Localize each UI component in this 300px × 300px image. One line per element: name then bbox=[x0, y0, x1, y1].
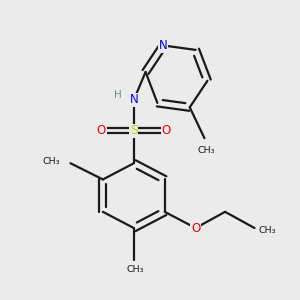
Text: CH₃: CH₃ bbox=[43, 157, 60, 166]
Text: N: N bbox=[159, 39, 168, 52]
Text: CH₃: CH₃ bbox=[127, 265, 144, 274]
Text: CH₃: CH₃ bbox=[259, 226, 276, 236]
Text: H: H bbox=[114, 90, 122, 100]
Text: N: N bbox=[129, 93, 138, 106]
Text: CH₃: CH₃ bbox=[197, 146, 215, 155]
Text: O: O bbox=[162, 124, 171, 137]
Text: O: O bbox=[97, 124, 106, 137]
Text: S: S bbox=[130, 124, 138, 137]
Text: O: O bbox=[191, 221, 200, 235]
